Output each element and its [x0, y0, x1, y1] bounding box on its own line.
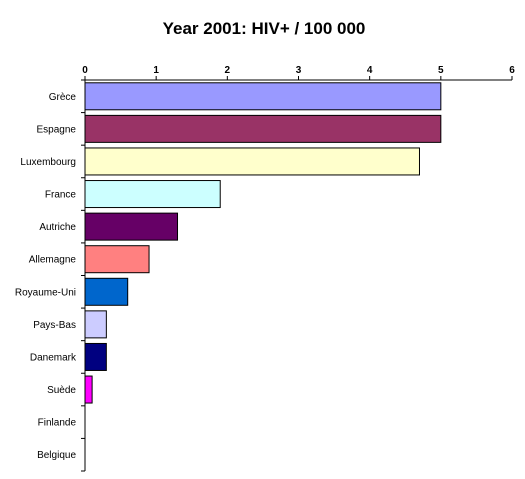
chart-title: Year 2001: HIV+ / 100 000	[163, 19, 366, 38]
category-label: Danemark	[30, 352, 77, 363]
category-label: Luxembourg	[20, 157, 76, 168]
bar	[84, 82, 442, 111]
labels-layer: Grèce Espagne Luxembourg France Autriche Alle…	[15, 92, 77, 461]
category-label: Suède	[47, 385, 76, 396]
category-label: Finlande	[38, 418, 77, 429]
bar	[84, 212, 179, 241]
bar	[84, 180, 221, 209]
category-label: France	[45, 190, 77, 201]
bar	[84, 342, 107, 371]
bar	[84, 114, 442, 143]
category-label: Pays-Bas	[33, 320, 76, 331]
category-label: Belgique	[37, 450, 76, 461]
x-tick-label: 4	[367, 65, 373, 76]
bar	[84, 147, 420, 176]
x-tick-label: 3	[296, 65, 302, 76]
category-label: Grèce	[49, 92, 77, 103]
category-label: Autriche	[39, 222, 76, 233]
bar	[84, 310, 107, 339]
category-label: Espagne	[37, 124, 77, 135]
bar	[84, 245, 150, 274]
bar	[84, 375, 93, 404]
category-label: Allemagne	[29, 255, 77, 266]
x-tick-label: 2	[225, 65, 231, 76]
axis-layer: 0 1 2 3 4 5 6	[81, 65, 515, 472]
x-tick-label: 0	[82, 65, 88, 76]
x-tick-label: 1	[153, 65, 159, 76]
category-label: Royaume-Uni	[15, 287, 76, 298]
x-tick-label: 5	[438, 65, 444, 76]
x-tick-label: 6	[509, 65, 515, 76]
bar	[84, 277, 129, 306]
bars-layer	[84, 82, 442, 404]
